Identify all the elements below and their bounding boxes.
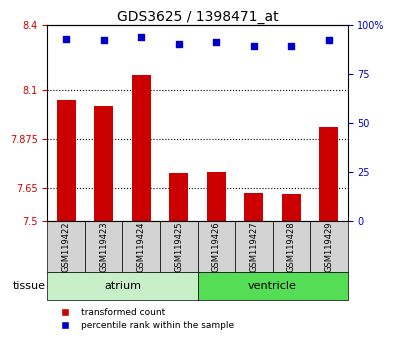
Point: [63, 36, 70, 41]
Bar: [132, 75, 150, 221]
Text: atrium: atrium: [104, 281, 141, 291]
Bar: [245, 193, 263, 221]
FancyBboxPatch shape: [198, 272, 348, 300]
FancyBboxPatch shape: [235, 221, 273, 272]
Text: GSM119426: GSM119426: [212, 221, 221, 272]
FancyBboxPatch shape: [85, 221, 122, 272]
FancyBboxPatch shape: [198, 221, 235, 272]
Point: [138, 34, 145, 39]
FancyBboxPatch shape: [47, 272, 198, 300]
FancyBboxPatch shape: [47, 221, 85, 272]
Point: [288, 44, 295, 49]
FancyBboxPatch shape: [160, 221, 198, 272]
Bar: [282, 194, 301, 221]
Bar: [320, 127, 338, 221]
Legend: transformed count, percentile rank within the sample: transformed count, percentile rank withi…: [52, 304, 237, 334]
Text: GSM119427: GSM119427: [249, 221, 258, 272]
Point: [100, 38, 107, 43]
Bar: [207, 172, 226, 221]
FancyBboxPatch shape: [310, 221, 348, 272]
Bar: [57, 100, 75, 221]
Text: GSM119424: GSM119424: [137, 221, 146, 272]
Point: [251, 44, 257, 49]
Point: [175, 41, 182, 47]
FancyBboxPatch shape: [273, 221, 310, 272]
Bar: [169, 173, 188, 221]
Point: [326, 38, 332, 43]
Text: ventricle: ventricle: [248, 281, 297, 291]
Text: GSM119429: GSM119429: [324, 221, 333, 272]
Text: GSM119428: GSM119428: [287, 221, 296, 272]
FancyBboxPatch shape: [122, 221, 160, 272]
Text: tissue: tissue: [13, 281, 45, 291]
Point: [213, 40, 220, 45]
Text: GSM119425: GSM119425: [174, 221, 183, 272]
Title: GDS3625 / 1398471_at: GDS3625 / 1398471_at: [117, 10, 278, 24]
Text: GSM119422: GSM119422: [62, 221, 71, 272]
Bar: [94, 105, 113, 221]
Text: GSM119423: GSM119423: [99, 221, 108, 272]
